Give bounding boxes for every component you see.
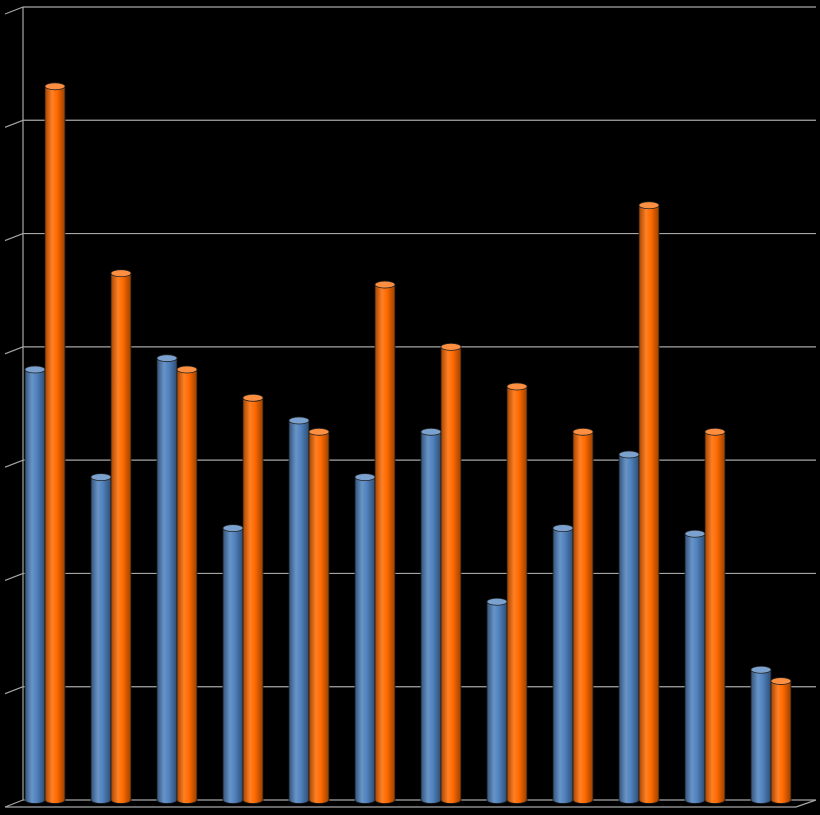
bar-cap — [156, 354, 178, 363]
bar-cap — [638, 201, 660, 210]
bar-cap — [572, 427, 594, 436]
gridline — [4, 799, 816, 808]
bar-cap — [440, 342, 462, 351]
gridline-depth — [4, 686, 24, 695]
gridline — [4, 572, 816, 581]
bar — [242, 393, 264, 804]
bar — [572, 427, 594, 804]
gridline-depth — [4, 572, 24, 581]
gridline-depth — [4, 119, 24, 128]
gridline-depth — [4, 233, 24, 242]
bar — [222, 524, 244, 804]
bar-body — [288, 420, 310, 804]
bar — [90, 473, 112, 804]
bar — [684, 529, 706, 804]
gridlines — [4, 6, 817, 808]
bar-body — [24, 369, 46, 804]
gridline — [4, 346, 816, 355]
gridline — [4, 119, 816, 128]
bar-cap — [420, 427, 442, 436]
bar-cap — [110, 269, 132, 278]
gridline — [4, 686, 816, 695]
bar-body — [750, 669, 772, 804]
bar-cap — [618, 450, 640, 459]
bar — [156, 354, 178, 804]
bar-cap — [308, 427, 330, 436]
bar-body — [90, 476, 112, 804]
bar-body — [242, 397, 264, 804]
gridline-depth — [4, 799, 24, 808]
bar — [750, 665, 772, 804]
bar-cap — [374, 280, 396, 289]
bar-cap — [684, 529, 706, 538]
bar-body — [506, 386, 528, 804]
bar — [308, 427, 330, 804]
bar-body — [308, 431, 330, 804]
bar-body — [222, 527, 244, 804]
bar — [374, 280, 396, 804]
gridline — [4, 232, 816, 242]
bar — [638, 201, 660, 804]
bar-cap — [354, 473, 376, 482]
bar-body — [440, 346, 462, 804]
bar-cap — [242, 393, 264, 402]
bar — [176, 365, 198, 804]
bar-cap — [44, 82, 66, 91]
bar-body — [552, 527, 574, 804]
bar — [420, 427, 442, 804]
bar-body — [374, 284, 396, 804]
gridline-depth — [4, 6, 24, 15]
bar-cap — [506, 382, 528, 391]
bar — [618, 450, 640, 804]
bar — [354, 473, 376, 804]
bar-series — [24, 82, 792, 804]
bar-body — [176, 369, 198, 804]
bar — [770, 677, 792, 804]
floor-right-edge — [795, 799, 817, 808]
gridline-depth — [4, 346, 24, 355]
bar-body — [638, 204, 660, 804]
bar-cap — [704, 427, 726, 436]
bar-cap — [770, 677, 792, 685]
bar-body — [770, 680, 792, 804]
gridline — [4, 6, 816, 15]
gridline-depth — [4, 459, 24, 468]
bar-cap — [176, 365, 198, 374]
bar — [506, 382, 528, 804]
bar-cap — [486, 597, 508, 606]
bar — [486, 597, 508, 804]
bar-body — [486, 601, 508, 804]
bar-body — [684, 533, 706, 804]
bar-cap — [750, 665, 772, 674]
bar — [552, 524, 574, 804]
bar-cap — [552, 524, 574, 533]
bar — [44, 82, 66, 804]
bar-body — [572, 431, 594, 804]
bar — [288, 416, 310, 804]
bar-cap — [288, 416, 310, 425]
bar-body — [156, 357, 178, 804]
bar — [704, 427, 726, 804]
bar-body — [354, 476, 376, 804]
bar-body — [110, 272, 132, 804]
bar-body — [420, 431, 442, 804]
bar-cap — [24, 365, 46, 374]
bar — [24, 365, 46, 804]
bar-cap — [90, 473, 112, 482]
gridline — [4, 459, 816, 468]
bar-body — [704, 431, 726, 804]
bar — [440, 342, 462, 804]
bar-body — [44, 85, 66, 804]
bar — [110, 269, 132, 804]
bar-body — [618, 454, 640, 804]
bar-cap — [222, 524, 244, 533]
